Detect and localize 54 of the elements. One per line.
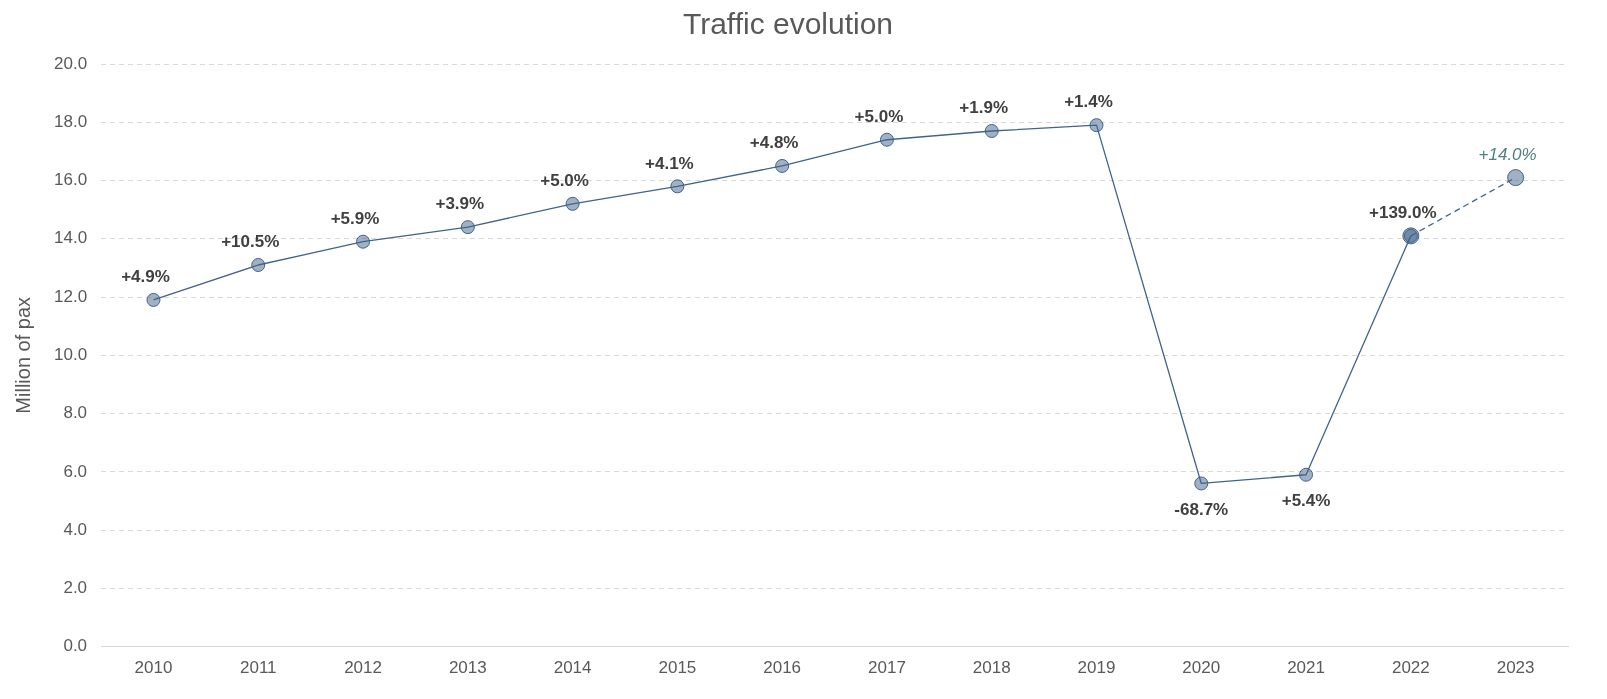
point: [146, 292, 161, 307]
annotation: +5.0%: [854, 106, 904, 126]
annotation: +4.8%: [749, 133, 799, 153]
x-tick-label: 2020: [1182, 658, 1221, 678]
y-tick-label: 8.0: [63, 403, 88, 423]
y-tick-label: 0.0: [63, 636, 88, 656]
annotation: +4.9%: [121, 267, 170, 287]
x-tick-label: 2011: [239, 658, 277, 678]
point: [984, 124, 999, 138]
y-tick-label: 16.0: [53, 170, 88, 190]
x-tick-label: 2023: [1496, 658, 1535, 678]
x-tick-label: 2013: [448, 658, 487, 678]
y-tick-label: 4.0: [63, 519, 88, 539]
chart-title: Traffic evolution: [682, 7, 894, 41]
x-tick-label: 2014: [553, 658, 592, 678]
annotation: -68.7%: [1174, 499, 1229, 519]
point: [251, 258, 266, 272]
point: [879, 132, 894, 147]
point: [1089, 118, 1104, 133]
y-tick-label: 12.0: [53, 286, 88, 306]
annotation: +1.9%: [959, 98, 1009, 118]
annotation: +5.0%: [540, 171, 589, 191]
point: [460, 220, 475, 235]
x-tick-label: 2010: [134, 658, 173, 678]
x-tick-label: 2016: [763, 658, 802, 678]
point: [1507, 169, 1525, 187]
y-tick-label: 18.0: [53, 111, 88, 131]
annotation: +139.0%: [1369, 203, 1437, 223]
x-tick-label: 2022: [1391, 658, 1430, 678]
y-tick-label: 6.0: [63, 461, 88, 481]
y-axis-title: Million of pax: [11, 296, 34, 414]
x-tick-label: 2012: [344, 658, 382, 678]
point: [565, 196, 580, 211]
annotation: +14.0%: [1478, 144, 1537, 164]
annotation: +3.9%: [435, 194, 485, 214]
y-tick-label: 2.0: [63, 578, 88, 598]
x-tick-label: 2015: [658, 658, 697, 678]
annotation: +4.1%: [645, 153, 694, 173]
point: [775, 158, 790, 173]
annotation: +1.4%: [1064, 92, 1113, 112]
y-tick-label: 20.0: [53, 53, 88, 73]
x-tick-label: 2017: [868, 658, 906, 678]
annotation: +10.5%: [221, 232, 280, 252]
x-tick-label: 2019: [1077, 658, 1116, 678]
point: [356, 234, 371, 249]
point: [670, 179, 685, 194]
annotation: +5.9%: [330, 208, 380, 228]
x-tick-label: 2018: [972, 658, 1011, 678]
y-tick-label: 14.0: [53, 228, 88, 248]
annotation: +5.4%: [1281, 490, 1331, 510]
x-tick-label: 2021: [1287, 658, 1325, 678]
point: [1299, 467, 1314, 482]
y-tick-label: 10.0: [53, 344, 88, 364]
point: [1194, 476, 1209, 491]
